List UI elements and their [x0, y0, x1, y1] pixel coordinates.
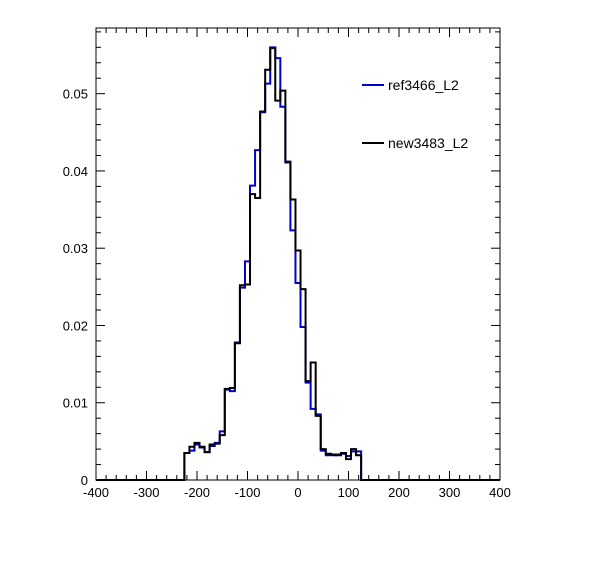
legend-box: [355, 60, 495, 165]
x-tick-label: -400: [83, 485, 109, 500]
y-tick-label: 0: [81, 473, 88, 488]
legend: ref3466_L2 new3483_L2: [355, 60, 495, 165]
x-tick-label: -300: [133, 485, 159, 500]
tick-labels: -400 -300 -200 -100 0 100 200 300 400 0 0.01 0.02 0.…: [63, 87, 511, 500]
y-tick-label: 0.05: [63, 87, 88, 102]
y-tick-label: 0.01: [63, 396, 88, 411]
x-tick-label: 300: [439, 485, 461, 500]
series-line-new3483_L2: [96, 47, 500, 481]
x-tick-label: 200: [388, 485, 410, 500]
x-tick-label: -100: [234, 485, 260, 500]
series-lines: [96, 46, 500, 481]
y-tick-label: 0.03: [63, 241, 88, 256]
x-tick-label: 400: [489, 485, 511, 500]
legend-label: new3483_L2: [388, 135, 468, 151]
x-tick-label: -200: [184, 485, 210, 500]
y-tick-label: 0.02: [63, 318, 88, 333]
legend-label: ref3466_L2: [388, 77, 459, 93]
x-tick-label: 0: [294, 485, 301, 500]
y-tick-label: 0.04: [63, 164, 88, 179]
x-tick-label: 100: [338, 485, 360, 500]
